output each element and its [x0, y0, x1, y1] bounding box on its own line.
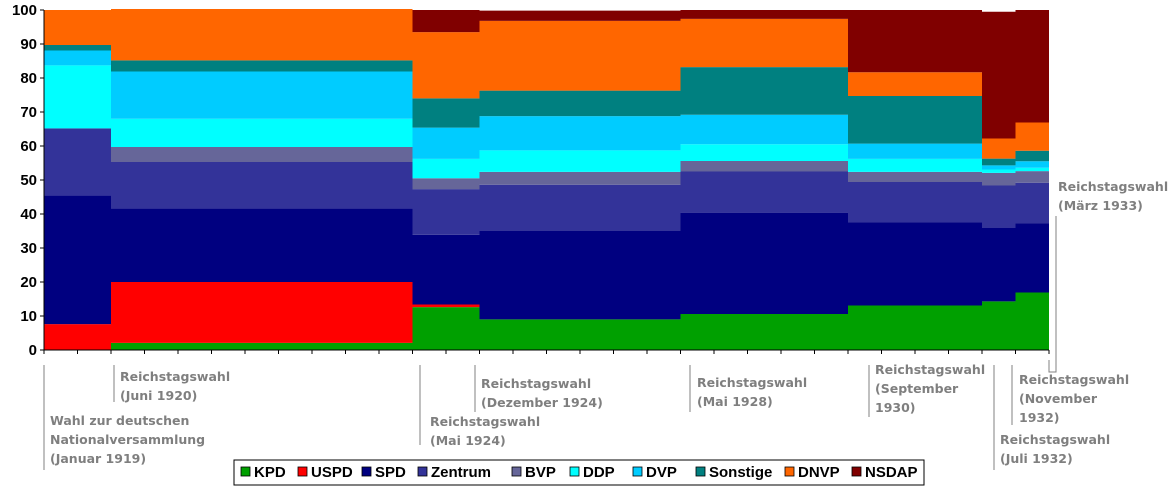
- legend-label: DVP: [646, 464, 677, 481]
- legend-label: Zentrum: [431, 464, 491, 481]
- area-sonstige: [44, 45, 1049, 192]
- legend-item-ddp: DDP: [569, 464, 615, 481]
- area-nsdap: [44, 8, 1049, 160]
- election-annotations: Wahl zur deutschen Nationalversammlung (Ja…: [43, 179, 1168, 470]
- y-tick-label: 20: [20, 274, 37, 291]
- area-kpd: [44, 292, 1049, 350]
- area-bvp: [44, 128, 1049, 208]
- annotation-line: Reichstagswahl: [1058, 179, 1168, 194]
- area-spd: [44, 195, 1049, 325]
- annotation-line: (September: [875, 381, 959, 396]
- legend-swatch: [511, 466, 522, 477]
- legend-item-dnvp: DNVP: [784, 464, 840, 481]
- legend: KPD USPD SPD Zentrum BVP DDP DVP Sonstige DNVP NS…: [233, 459, 925, 486]
- annotation-reichstagswahl-m-rz-1933: Reichstagswahl (März 1933): [1048, 179, 1168, 373]
- legend-item-uspd: USPD: [297, 464, 353, 481]
- legend-swatch: [240, 466, 251, 477]
- legend-item-dvp: DVP: [632, 464, 677, 481]
- y-tick-label: 10: [20, 308, 37, 325]
- y-tick-label: 100: [12, 2, 37, 19]
- legend-swatch: [361, 466, 372, 477]
- y-tick-label: 30: [20, 240, 37, 257]
- legend-label: NSDAP: [865, 464, 918, 481]
- annotation-line: Reichstagswahl: [120, 369, 230, 384]
- annotation-reichstagswahl-mai-1928: Reichstagswahl (Mai 1928): [689, 365, 807, 412]
- area-uspd: [44, 282, 1049, 350]
- y-tick-label: 40: [20, 206, 37, 223]
- legend-label: KPD: [254, 464, 286, 481]
- legend-item-kpd: KPD: [240, 464, 286, 481]
- annotation-reichstagswahl-juni-1920: Reichstagswahl (Juni 1920): [113, 365, 230, 403]
- legend-swatch: [851, 466, 862, 477]
- annotation-line: Reichstagswahl: [1019, 372, 1129, 387]
- legend-item-bvp: BVP: [511, 464, 556, 481]
- y-tick-label: 0: [29, 342, 37, 359]
- legend-label: DDP: [583, 464, 615, 481]
- annotation-line: Reichstagswahl: [875, 362, 985, 377]
- legend-item-nsdap: NSDAP: [851, 464, 918, 481]
- legend-swatch: [569, 466, 580, 477]
- legend-item-zentrum: Zentrum: [417, 464, 491, 481]
- annotation-reichstagswahl-juli-1932: Reichstagswahl (Juli 1932): [993, 365, 1110, 470]
- legend-item-spd: SPD: [361, 464, 406, 481]
- annotation-reichstagswahl-dezember-1924: Reichstagswahl (Dezember 1924): [474, 365, 603, 412]
- legend-swatch: [695, 466, 706, 477]
- axes: 0 10 20 30 40 50 60 70 80 90 100: [12, 2, 1050, 359]
- annotation-line: (Juli 1932): [1000, 451, 1073, 466]
- legend-label: BVP: [525, 464, 556, 481]
- annotation-reichstagswahl-november-1932: Reichstagswahl (November 1932): [1011, 365, 1129, 425]
- y-tick-label: 50: [20, 172, 37, 189]
- y-tick-label: 60: [20, 138, 37, 155]
- annotation-line: (Juni 1920): [120, 388, 197, 403]
- legend-label: DNVP: [798, 464, 840, 481]
- y-tick-label: 90: [20, 36, 37, 53]
- annotation-wahl-zur-deutschen-nationalversammlung-januar-1919: Wahl zur deutschen Nationalversammlung (Ja…: [43, 365, 205, 470]
- annotation-line: (Dezember 1924): [481, 395, 603, 410]
- area-dnvp: [44, 8, 1049, 187]
- annotation-line: (November: [1019, 391, 1098, 406]
- annotation-leader-line: [1048, 216, 1057, 373]
- y-tick-label: 80: [20, 70, 37, 87]
- annotation-line: (Mai 1928): [697, 394, 773, 409]
- legend-swatch: [417, 466, 428, 477]
- annotation-line: (März 1933): [1058, 198, 1143, 213]
- legend-swatch: [632, 466, 643, 477]
- annotation-reichstagswahl-mai-1924: Reichstagswahl (Mai 1924): [419, 365, 540, 448]
- annotation-line: 1932): [1019, 410, 1060, 425]
- annotation-line: Reichstagswahl: [481, 376, 591, 391]
- annotation-reichstagswahl-september-1930: Reichstagswahl (September 1930): [868, 362, 985, 417]
- legend-swatch: [297, 466, 308, 477]
- legend-label: Sonstige: [709, 464, 772, 481]
- area-zentrum: [44, 128, 1049, 246]
- area-ddp: [44, 65, 1049, 199]
- annotation-line: Reichstagswahl: [1000, 432, 1110, 447]
- annotation-line: (Mai 1924): [430, 433, 506, 448]
- legend-label: USPD: [311, 464, 353, 481]
- annotation-line: Reichstagswahl: [430, 414, 540, 429]
- y-tick-label: 70: [20, 104, 37, 121]
- area-layers: [44, 8, 1049, 350]
- legend-swatch: [784, 466, 795, 477]
- annotation-line: Wahl zur deutschen: [50, 413, 189, 428]
- legend-label: SPD: [375, 464, 406, 481]
- annotation-line: 1930): [875, 400, 916, 415]
- annotation-line: Reichstagswahl: [697, 375, 807, 390]
- annotation-line: Nationalversammlung: [50, 432, 205, 447]
- annotation-line: (Januar 1919): [50, 451, 146, 466]
- area-dvp: [44, 50, 1049, 196]
- legend-item-sonstige: Sonstige: [695, 464, 772, 481]
